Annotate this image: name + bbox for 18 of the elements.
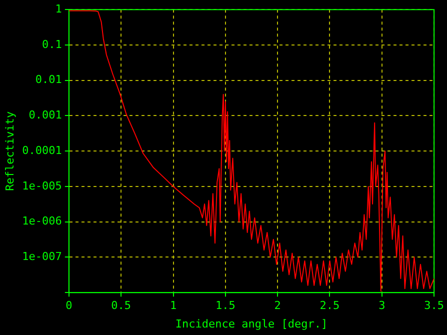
y-tick-label: 0.0001 <box>22 144 62 157</box>
y-tick-label: 0.001 <box>28 108 62 122</box>
x-tick-label: 1.5 <box>215 299 236 312</box>
y-tick-label: 1e-007 <box>22 250 62 264</box>
y-tick-label: 0.01 <box>35 73 62 86</box>
x-axis-title: Incidence angle [degr.] <box>175 317 328 330</box>
y-tick-label: 0.1 <box>42 38 62 51</box>
x-tick-label: 2.5 <box>320 299 340 312</box>
x-tick-label: 2 <box>274 299 281 312</box>
y-tick-label: 1 <box>55 2 62 16</box>
y-axis-title: Reflectivity <box>3 110 16 191</box>
x-tick-label: 3 <box>378 299 386 312</box>
x-tick-label: 0.5 <box>111 299 132 312</box>
x-tick-label: 1 <box>170 299 177 312</box>
x-tick-label: 3.5 <box>424 299 444 312</box>
y-tick-label: 1e-006 <box>22 214 62 228</box>
x-tick-label: 0 <box>66 299 72 312</box>
y-tick-label: 1e-005 <box>22 179 62 192</box>
